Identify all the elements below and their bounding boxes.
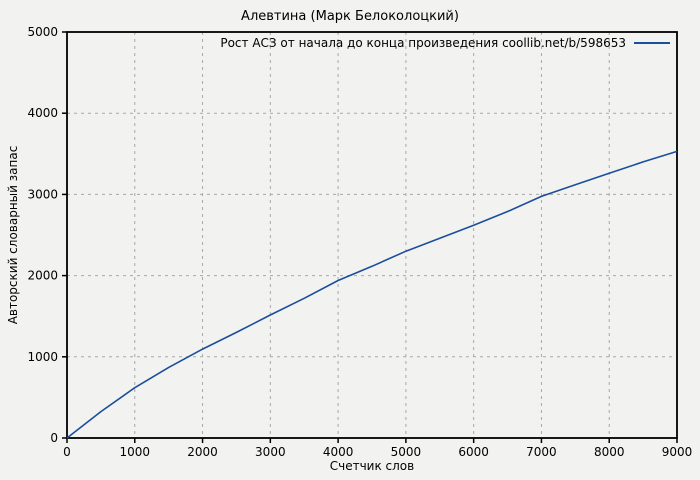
legend-label: Рост АСЗ от начала до конца произведения… bbox=[220, 36, 626, 50]
x-tick-label: 6000 bbox=[458, 445, 489, 459]
x-tick-label: 4000 bbox=[323, 445, 354, 459]
y-tick-label: 0 bbox=[50, 431, 58, 445]
x-tick-label: 0 bbox=[63, 445, 71, 459]
y-tick-label: 3000 bbox=[27, 187, 58, 201]
x-tick-label: 1000 bbox=[120, 445, 151, 459]
x-tick-label: 3000 bbox=[255, 445, 286, 459]
x-tick-label: 2000 bbox=[187, 445, 218, 459]
legend: Рост АСЗ от начала до конца произведения… bbox=[220, 36, 670, 50]
x-axis-title: Счетчик слов bbox=[329, 459, 415, 473]
y-tick-label: 1000 bbox=[27, 350, 58, 364]
x-tick-label: 7000 bbox=[526, 445, 557, 459]
plot-border bbox=[66, 31, 678, 439]
y-axis-title: Авторский словарный запас bbox=[6, 145, 20, 325]
chart-title: Алевтина (Марк Белоколоцкий) bbox=[241, 9, 459, 24]
data-series-line bbox=[66, 150, 678, 439]
y-tick-label: 2000 bbox=[27, 269, 58, 283]
x-tick-label: 9000 bbox=[662, 445, 693, 459]
y-tick-label: 5000 bbox=[27, 25, 58, 39]
x-tick-label: 8000 bbox=[594, 445, 625, 459]
legend-line-sample bbox=[634, 42, 670, 44]
y-tick-label: 4000 bbox=[27, 106, 58, 120]
x-tick-label: 5000 bbox=[391, 445, 422, 459]
